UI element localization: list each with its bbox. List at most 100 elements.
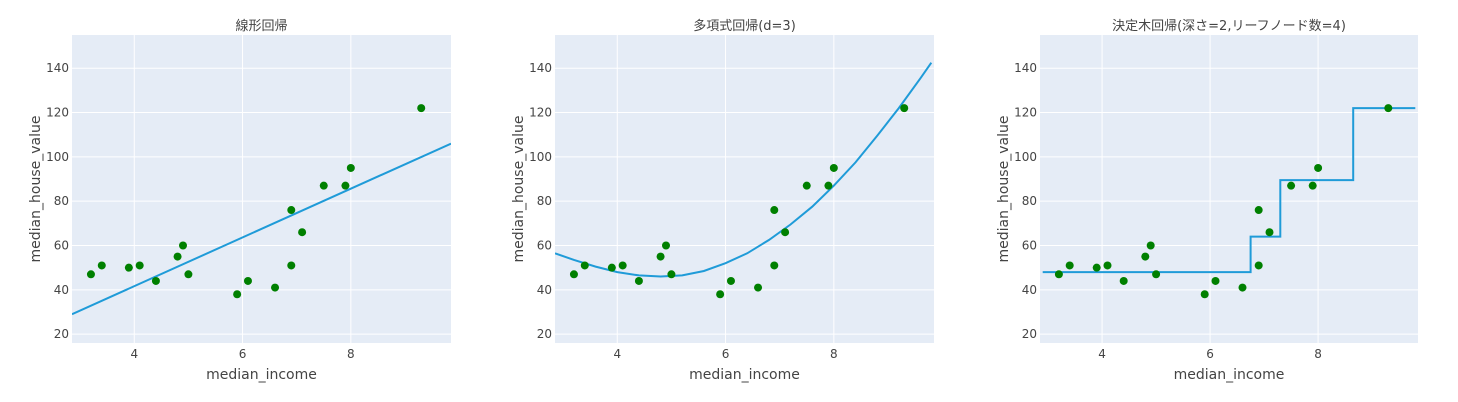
y-tick-label: 60 — [1022, 239, 1037, 253]
y-tick-label: 140 — [1014, 61, 1037, 75]
data-point — [661, 241, 670, 250]
data-point — [135, 261, 144, 270]
data-point — [1384, 104, 1393, 113]
y-tick-label: 80 — [54, 194, 69, 208]
data-point — [1141, 252, 1150, 261]
chart-panel-2: 20 40 60 80 100 120 140 4 6 8 多項式回帰(d=3) median_inc… — [511, 18, 934, 383]
regression-line — [555, 62, 933, 278]
data-point — [287, 261, 296, 270]
data-point — [319, 181, 328, 190]
data-point — [178, 241, 187, 250]
data-point — [781, 228, 790, 237]
data-point — [634, 276, 643, 285]
x-tick-label: 8 — [830, 347, 838, 361]
y-tick-label: 140 — [529, 61, 552, 75]
data-point — [802, 181, 811, 190]
regression-line — [1042, 107, 1416, 274]
y-tick-label: 80 — [537, 194, 552, 208]
data-point — [569, 270, 578, 279]
data-point — [607, 263, 616, 272]
y-tick-label: 120 — [1014, 106, 1037, 120]
x-tick-label: 6 — [239, 347, 247, 361]
y-axis-label: median_house_value — [996, 116, 1012, 263]
chart-panel-1: 20 40 60 80 100 120 140 4 6 8 線形回帰 median_income med… — [28, 18, 451, 383]
y-tick-label: 120 — [529, 106, 552, 120]
data-point — [1152, 270, 1161, 279]
chart-title: 決定木回帰(深さ=2,リーフノード数=4) — [1112, 18, 1346, 34]
data-point — [1314, 163, 1323, 172]
data-point — [173, 252, 182, 261]
data-point — [417, 104, 426, 113]
data-point — [1254, 206, 1263, 215]
x-tick-label: 4 — [1098, 347, 1106, 361]
data-point — [1146, 241, 1155, 250]
data-point — [726, 276, 735, 285]
x-tick-label: 4 — [130, 347, 138, 361]
x-tick-label: 6 — [1206, 347, 1214, 361]
data-point — [1265, 228, 1274, 237]
y-tick-label: 20 — [537, 327, 552, 341]
chart-title: 線形回帰 — [235, 18, 287, 34]
y-tick-label: 20 — [1022, 327, 1037, 341]
data-point — [1308, 181, 1317, 190]
y-tick-label: 120 — [46, 106, 69, 120]
y-tick-label: 40 — [537, 283, 552, 297]
data-point — [667, 270, 676, 279]
y-axis-label: median_house_value — [28, 116, 44, 263]
data-point — [341, 181, 350, 190]
data-point — [287, 206, 296, 215]
y-tick-label: 60 — [537, 239, 552, 253]
data-point — [618, 261, 627, 270]
data-point — [900, 104, 909, 113]
data-point — [233, 290, 242, 299]
data-point — [1287, 181, 1296, 190]
data-point — [1254, 261, 1263, 270]
regression-line — [72, 142, 451, 316]
data-point — [829, 163, 838, 172]
data-point — [151, 276, 160, 285]
y-tick-label: 40 — [54, 283, 69, 297]
data-point — [754, 283, 763, 292]
plot-area — [72, 35, 451, 343]
data-point — [1092, 263, 1101, 272]
y-tick-label: 140 — [46, 61, 69, 75]
y-tick-label: 100 — [1014, 150, 1037, 164]
data-point — [716, 290, 725, 299]
plot-area — [1040, 35, 1418, 343]
x-axis-label: median_income — [1174, 367, 1285, 383]
chart-panel-3: 20 40 60 80 100 120 140 4 6 8 決定木回帰(深さ=2,リーフノード数=4… — [996, 18, 1418, 383]
data-point — [298, 228, 307, 237]
data-point — [1238, 283, 1247, 292]
data-point — [346, 163, 355, 172]
y-tick-label: 100 — [529, 150, 552, 164]
plot-area — [555, 35, 934, 343]
y-tick-label: 80 — [1022, 194, 1037, 208]
x-tick-label: 4 — [613, 347, 621, 361]
x-tick-label: 8 — [1314, 347, 1322, 361]
chart-title: 多項式回帰(d=3) — [693, 18, 796, 34]
y-tick-label: 100 — [46, 150, 69, 164]
data-point — [271, 283, 280, 292]
data-point — [1211, 276, 1220, 285]
data-point — [1103, 261, 1112, 270]
data-point — [124, 263, 133, 272]
data-point — [86, 270, 95, 279]
data-point — [770, 261, 779, 270]
y-tick-label: 20 — [54, 327, 69, 341]
y-tick-label: 60 — [54, 239, 69, 253]
data-point — [580, 261, 589, 270]
data-point — [770, 206, 779, 215]
data-point — [1119, 276, 1128, 285]
data-point — [184, 270, 193, 279]
x-axis-label: median_income — [689, 367, 800, 383]
data-point — [1065, 261, 1074, 270]
y-tick-label: 40 — [1022, 283, 1037, 297]
data-point — [1200, 290, 1209, 299]
data-point — [656, 252, 665, 261]
data-point — [243, 276, 252, 285]
x-axis-label: median_income — [206, 367, 317, 383]
data-point — [1054, 270, 1063, 279]
data-point — [97, 261, 106, 270]
y-axis-label: median_house_value — [511, 116, 527, 263]
